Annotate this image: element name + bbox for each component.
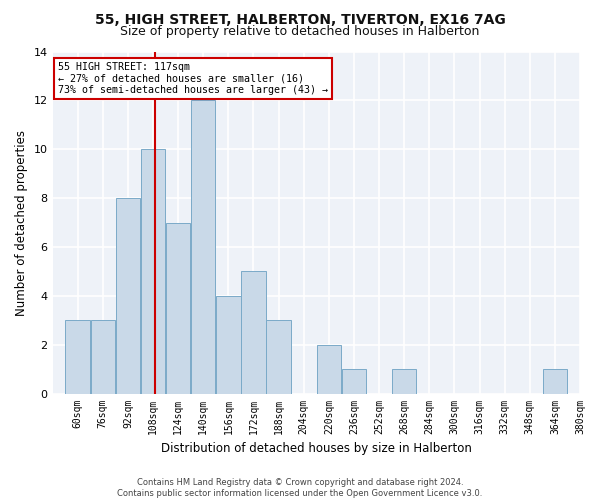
Bar [91, 320, 115, 394]
Bar [241, 272, 266, 394]
Text: Contains HM Land Registry data © Crown copyright and database right 2024.
Contai: Contains HM Land Registry data © Crown c… [118, 478, 482, 498]
Y-axis label: Number of detached properties: Number of detached properties [15, 130, 28, 316]
Text: Size of property relative to detached houses in Halberton: Size of property relative to detached ho… [121, 25, 479, 38]
Text: 55 HIGH STREET: 117sqm
← 27% of detached houses are smaller (16)
73% of semi-det: 55 HIGH STREET: 117sqm ← 27% of detached… [58, 62, 328, 95]
Bar [392, 369, 416, 394]
Bar [317, 344, 341, 394]
Bar [191, 100, 215, 394]
Bar [116, 198, 140, 394]
Text: 55, HIGH STREET, HALBERTON, TIVERTON, EX16 7AG: 55, HIGH STREET, HALBERTON, TIVERTON, EX… [95, 12, 505, 26]
Bar [216, 296, 241, 394]
Bar [141, 149, 165, 394]
X-axis label: Distribution of detached houses by size in Halberton: Distribution of detached houses by size … [161, 442, 472, 455]
Bar [166, 222, 190, 394]
Bar [543, 369, 567, 394]
Bar [266, 320, 291, 394]
Bar [342, 369, 366, 394]
Bar [65, 320, 90, 394]
